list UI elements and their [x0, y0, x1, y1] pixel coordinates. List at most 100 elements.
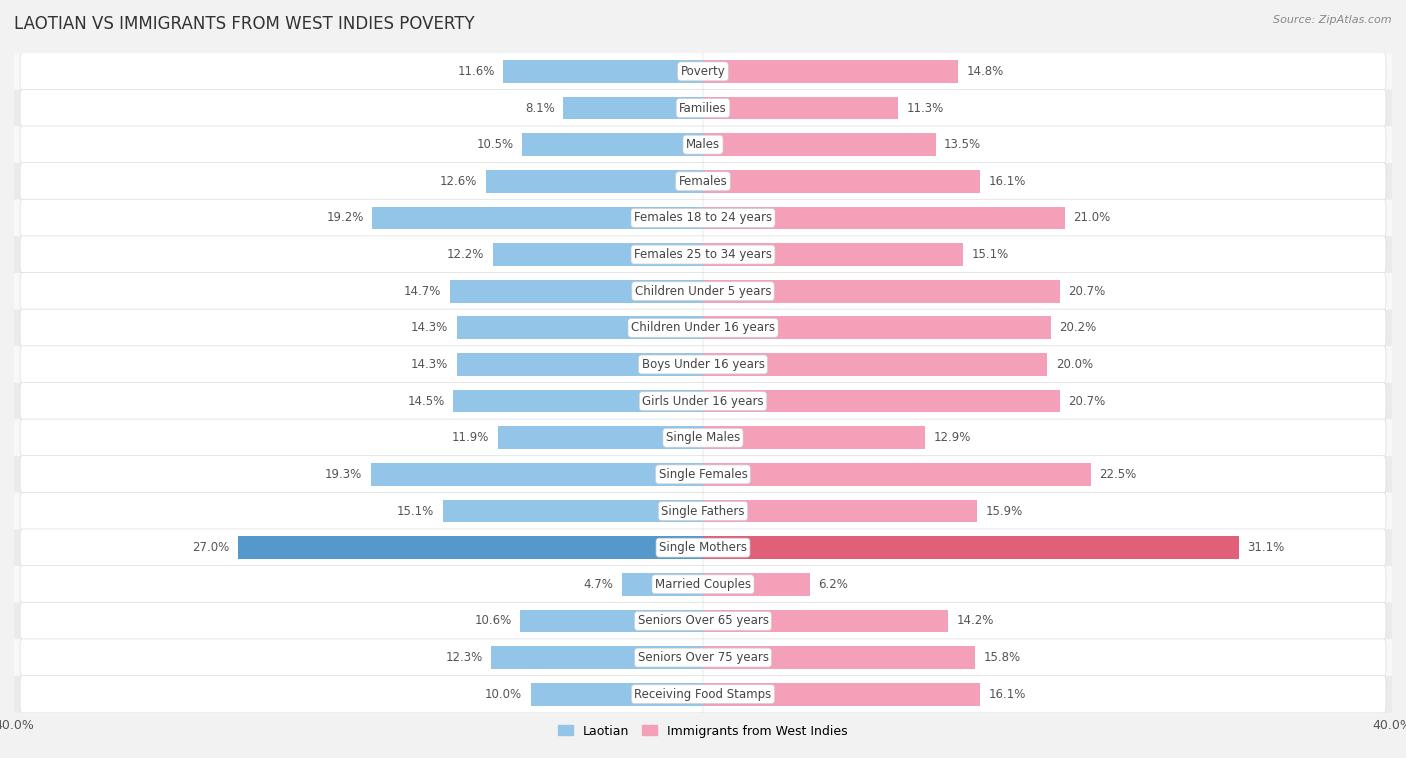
- Text: Girls Under 16 years: Girls Under 16 years: [643, 395, 763, 408]
- FancyBboxPatch shape: [0, 346, 1406, 383]
- Text: 19.2%: 19.2%: [326, 211, 364, 224]
- Text: 13.5%: 13.5%: [945, 138, 981, 151]
- Text: 15.8%: 15.8%: [984, 651, 1021, 664]
- Text: 12.9%: 12.9%: [934, 431, 972, 444]
- Text: Children Under 5 years: Children Under 5 years: [634, 285, 772, 298]
- Text: 10.6%: 10.6%: [475, 615, 512, 628]
- Text: 20.2%: 20.2%: [1060, 321, 1097, 334]
- Bar: [703, 353, 1047, 376]
- Bar: [457, 317, 703, 339]
- Text: 4.7%: 4.7%: [583, 578, 613, 590]
- Text: 15.1%: 15.1%: [396, 505, 434, 518]
- FancyBboxPatch shape: [20, 199, 1386, 236]
- Bar: [486, 170, 703, 193]
- Bar: [453, 390, 703, 412]
- Bar: [703, 683, 980, 706]
- FancyBboxPatch shape: [20, 383, 1386, 420]
- Text: 16.1%: 16.1%: [988, 175, 1026, 188]
- Bar: [703, 60, 957, 83]
- Bar: [703, 97, 897, 119]
- Bar: [703, 133, 935, 156]
- Bar: [703, 280, 1060, 302]
- Bar: [703, 317, 1050, 339]
- Bar: [703, 463, 1091, 486]
- Text: 27.0%: 27.0%: [193, 541, 229, 554]
- Bar: [373, 207, 703, 229]
- FancyBboxPatch shape: [20, 603, 1386, 640]
- Text: 19.3%: 19.3%: [325, 468, 361, 481]
- Text: LAOTIAN VS IMMIGRANTS FROM WEST INDIES POVERTY: LAOTIAN VS IMMIGRANTS FROM WEST INDIES P…: [14, 15, 475, 33]
- FancyBboxPatch shape: [20, 126, 1386, 163]
- FancyBboxPatch shape: [20, 273, 1386, 310]
- Bar: [503, 60, 703, 83]
- Bar: [621, 573, 703, 596]
- FancyBboxPatch shape: [0, 236, 1406, 273]
- Bar: [371, 463, 703, 486]
- Text: 12.6%: 12.6%: [440, 175, 478, 188]
- FancyBboxPatch shape: [20, 236, 1386, 273]
- FancyBboxPatch shape: [20, 639, 1386, 676]
- FancyBboxPatch shape: [20, 419, 1386, 456]
- FancyBboxPatch shape: [20, 346, 1386, 383]
- Bar: [703, 647, 976, 669]
- FancyBboxPatch shape: [0, 383, 1406, 419]
- Text: 15.9%: 15.9%: [986, 505, 1022, 518]
- Text: Females: Females: [679, 175, 727, 188]
- Bar: [564, 97, 703, 119]
- Text: 11.9%: 11.9%: [453, 431, 489, 444]
- Bar: [520, 609, 703, 632]
- Text: 16.1%: 16.1%: [988, 688, 1026, 700]
- FancyBboxPatch shape: [20, 309, 1386, 346]
- Text: 14.7%: 14.7%: [404, 285, 441, 298]
- FancyBboxPatch shape: [0, 273, 1406, 309]
- FancyBboxPatch shape: [0, 199, 1406, 236]
- Text: 11.3%: 11.3%: [907, 102, 943, 114]
- Text: 14.8%: 14.8%: [966, 65, 1004, 78]
- Text: 20.7%: 20.7%: [1069, 395, 1105, 408]
- Text: 6.2%: 6.2%: [818, 578, 848, 590]
- FancyBboxPatch shape: [0, 309, 1406, 346]
- FancyBboxPatch shape: [0, 493, 1406, 529]
- Text: 31.1%: 31.1%: [1247, 541, 1285, 554]
- FancyBboxPatch shape: [0, 529, 1406, 566]
- Text: Females 25 to 34 years: Females 25 to 34 years: [634, 248, 772, 261]
- Bar: [703, 427, 925, 449]
- Text: Single Females: Single Females: [658, 468, 748, 481]
- Text: Married Couples: Married Couples: [655, 578, 751, 590]
- Bar: [703, 609, 948, 632]
- Text: 10.5%: 10.5%: [477, 138, 513, 151]
- FancyBboxPatch shape: [20, 53, 1386, 90]
- Bar: [703, 573, 810, 596]
- Bar: [450, 280, 703, 302]
- Text: 10.0%: 10.0%: [485, 688, 522, 700]
- Bar: [703, 537, 1239, 559]
- FancyBboxPatch shape: [20, 493, 1386, 530]
- Bar: [703, 390, 1060, 412]
- Text: 22.5%: 22.5%: [1099, 468, 1136, 481]
- Text: Receiving Food Stamps: Receiving Food Stamps: [634, 688, 772, 700]
- Text: Poverty: Poverty: [681, 65, 725, 78]
- FancyBboxPatch shape: [20, 456, 1386, 493]
- FancyBboxPatch shape: [0, 163, 1406, 199]
- FancyBboxPatch shape: [0, 53, 1406, 89]
- Text: 14.2%: 14.2%: [956, 615, 994, 628]
- FancyBboxPatch shape: [20, 89, 1386, 127]
- FancyBboxPatch shape: [0, 603, 1406, 639]
- Text: Families: Families: [679, 102, 727, 114]
- Bar: [531, 683, 703, 706]
- Text: 14.3%: 14.3%: [411, 321, 449, 334]
- FancyBboxPatch shape: [0, 676, 1406, 713]
- FancyBboxPatch shape: [20, 163, 1386, 200]
- Text: 15.1%: 15.1%: [972, 248, 1010, 261]
- FancyBboxPatch shape: [0, 639, 1406, 676]
- Bar: [494, 243, 703, 266]
- Text: Children Under 16 years: Children Under 16 years: [631, 321, 775, 334]
- Bar: [703, 170, 980, 193]
- Text: 8.1%: 8.1%: [524, 102, 555, 114]
- Text: Source: ZipAtlas.com: Source: ZipAtlas.com: [1274, 15, 1392, 25]
- Text: Boys Under 16 years: Boys Under 16 years: [641, 358, 765, 371]
- Bar: [491, 647, 703, 669]
- Text: 14.5%: 14.5%: [408, 395, 444, 408]
- FancyBboxPatch shape: [0, 127, 1406, 163]
- Text: Single Males: Single Males: [666, 431, 740, 444]
